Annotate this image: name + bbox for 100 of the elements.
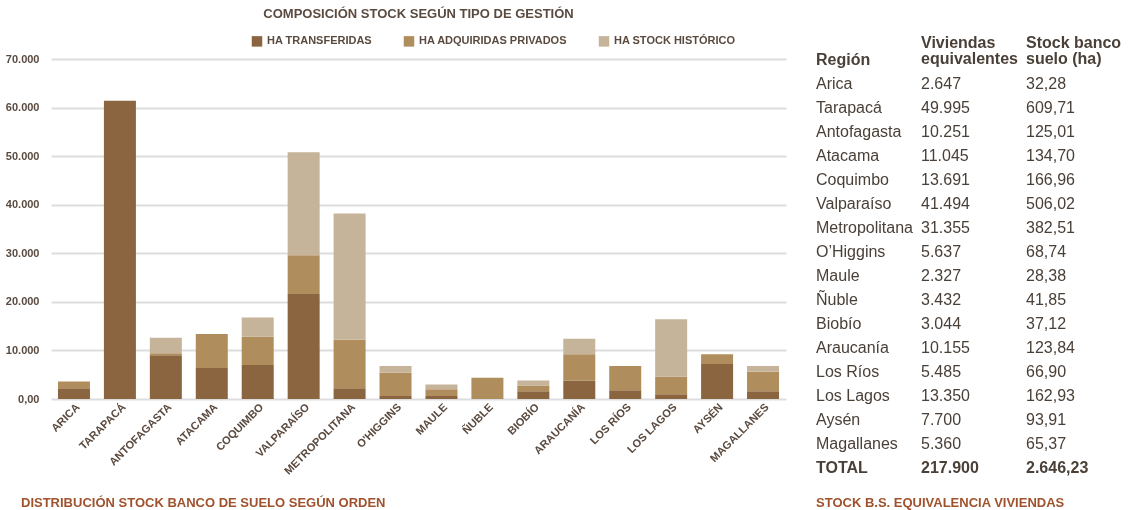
bar: [287, 152, 320, 256]
text: 32,28: [1026, 75, 1067, 92]
bar: [379, 396, 412, 399]
text: 41.494: [921, 195, 971, 212]
text: 5.485: [921, 363, 962, 380]
bar: [471, 377, 504, 399]
bar: [425, 389, 458, 397]
bar: [747, 371, 780, 392]
y-tick-label: 0,00: [18, 392, 40, 405]
y-tick-label: 10.000: [5, 343, 40, 356]
bar: [333, 388, 366, 399]
text: Ñuble: [816, 289, 858, 308]
y-tick-label: 40.000: [5, 198, 40, 211]
text: 166,96: [1026, 171, 1076, 188]
bar: [241, 317, 274, 337]
text: 10.155: [921, 339, 971, 356]
bar: [241, 365, 274, 399]
bar: [333, 213, 366, 340]
bar: [655, 319, 688, 377]
text: 3.432: [921, 291, 962, 308]
text: Biobío: [816, 315, 862, 332]
text: Arica: [816, 75, 853, 92]
bar: [655, 376, 688, 395]
legend-label: HA STOCK HISTÓRICO: [614, 34, 736, 47]
text: 5.360: [921, 435, 962, 452]
bar: [517, 385, 550, 392]
text: 10.251: [921, 123, 971, 140]
bar: [655, 394, 688, 399]
text: Antofagasta: [816, 123, 902, 140]
text: Coquimbo: [816, 171, 890, 188]
bar: [287, 255, 320, 295]
text: Metropolitana: [816, 219, 914, 236]
text: Aysén: [816, 411, 861, 428]
bar: [149, 355, 182, 399]
text: 2.327: [921, 267, 962, 284]
text: 162,93: [1026, 387, 1076, 404]
text: O’Higgins: [816, 243, 886, 260]
text: 382,51: [1026, 219, 1076, 236]
bar: [379, 372, 412, 397]
bar: [379, 365, 412, 373]
text: 506,02: [1026, 195, 1076, 212]
y-tick-label: 70.000: [5, 52, 40, 65]
bar: [425, 384, 458, 390]
text: 7.700: [921, 411, 962, 428]
text: 28,38: [1026, 267, 1067, 284]
bar: [149, 337, 182, 354]
bar: [57, 388, 90, 399]
text: 3.044: [921, 315, 962, 332]
bar: [333, 339, 366, 389]
text: TOTAL: [816, 459, 869, 476]
text: 5.637: [921, 243, 962, 260]
text: 41,85: [1026, 291, 1067, 308]
text: 66,90: [1026, 363, 1067, 380]
bar: [747, 391, 780, 399]
text: Viviendas equivalentes: [921, 34, 1019, 67]
y-tick-label: 20.000: [5, 295, 40, 308]
text: 2.646,23: [1026, 459, 1089, 476]
text: 13.350: [921, 387, 971, 404]
legend-label: HA ADQUIRIDAS PRIVADOS: [419, 34, 567, 47]
text: 68,74: [1026, 243, 1067, 260]
bar: [103, 100, 136, 399]
text: Magallanes: [816, 435, 898, 452]
bar: [609, 390, 642, 399]
text: 37,12: [1026, 315, 1067, 332]
bar: [195, 367, 228, 399]
text: 13.691: [921, 171, 971, 188]
bar: [195, 333, 228, 368]
text: 93,91: [1026, 411, 1067, 428]
text: 49.995: [921, 99, 971, 116]
bar: [425, 396, 458, 399]
text: 125,01: [1026, 123, 1076, 140]
y-tick-label: 50.000: [5, 149, 40, 162]
bar: [747, 365, 780, 372]
y-tick-label: 60.000: [5, 101, 40, 114]
bar: [563, 338, 596, 355]
text: STOCK B.S. EQUIVALENCIA VIVIENDAS: [816, 495, 1065, 510]
bar: [701, 364, 734, 399]
bar: [287, 294, 320, 399]
text: Región: [816, 51, 871, 68]
text: 2.647: [921, 75, 962, 92]
text: Tarapacá: [816, 99, 882, 116]
text: Los Lagos: [816, 387, 890, 404]
text: 31.355: [921, 219, 971, 236]
y-tick-label: 30.000: [5, 246, 40, 259]
text: 134,70: [1026, 147, 1076, 164]
text: Valparaíso: [816, 195, 892, 212]
bar: [241, 336, 274, 365]
text: 65,37: [1026, 435, 1067, 452]
text: Atacama: [816, 147, 880, 164]
text: 123,84: [1026, 339, 1076, 356]
text: Stock banco suelo (ha): [1026, 34, 1122, 67]
chart-title: COMPOSICIÓN STOCK SEGÚN TIPO DE GESTIÓN: [263, 6, 574, 21]
legend-label: HA TRANSFERIDAS: [267, 34, 372, 47]
text: DISTRIBUCIÓN STOCK BANCO DE SUELO SEGÚN ORDEN: [21, 495, 386, 510]
text: Los Ríos: [816, 363, 880, 380]
bar: [563, 380, 596, 399]
bar: [563, 354, 596, 381]
bar: [609, 365, 642, 391]
bar: [701, 354, 734, 365]
text: 217.900: [921, 459, 979, 476]
